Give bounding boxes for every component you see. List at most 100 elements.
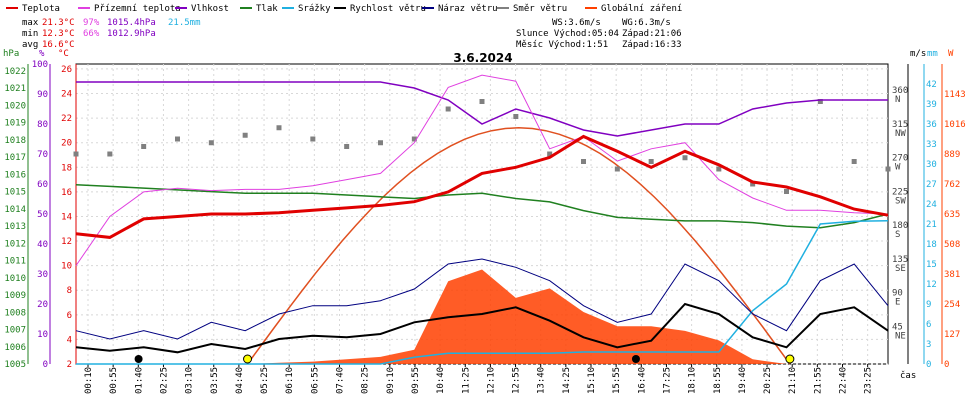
temp-tick-2: 6: [67, 311, 72, 321]
time-tick-25: 18:55: [713, 367, 723, 394]
time-tick-11: 08:25: [361, 367, 371, 394]
hpa-tick-11: 1016: [4, 170, 26, 180]
ms-axis-label: m/s: [910, 49, 926, 59]
time-tick-16: 12:10: [486, 367, 496, 394]
time-tick-23: 17:25: [662, 367, 672, 394]
dir-tick-3: 180: [892, 221, 908, 231]
stats-min-label: min: [22, 29, 38, 39]
info-moon-set: Západ:16:33: [622, 40, 682, 50]
pct-tick-5: 50: [37, 210, 48, 220]
wind-dir-point-7: [310, 136, 316, 142]
mm-tick-0: 0: [926, 360, 931, 370]
time-tick-9: 06:55: [310, 367, 320, 394]
temp-tick-6: 14: [61, 212, 72, 222]
wind-dir-point-12: [479, 99, 485, 104]
dir-tick-0: 45: [892, 322, 903, 332]
humidity-line: [76, 81, 888, 137]
wind-dir-point-24: [885, 166, 891, 172]
time-tick-4: 03:10: [185, 367, 195, 394]
mm-tick-7: 21: [926, 220, 937, 230]
stats-avg-temp: 16.6°C: [42, 40, 75, 50]
legend-label-5: Rychlost větru: [350, 4, 426, 14]
wind-dir-point-13: [513, 114, 519, 119]
dir-name-0: NE: [895, 331, 906, 341]
hpa-tick-12: 1017: [4, 153, 26, 163]
wind-dir-point-9: [378, 140, 383, 146]
wind-dir-point-22: [817, 99, 823, 104]
time-tick-17: 12:55: [512, 367, 522, 394]
stats-avg-label: avg: [22, 40, 38, 50]
stats-max-temp: 21.3°C: [42, 18, 75, 28]
wind-dir-point-16: [614, 166, 620, 172]
time-tick-5: 03:55: [210, 367, 220, 394]
wind-dir-point-20: [750, 181, 756, 187]
dir-tick-4: 225: [892, 187, 908, 197]
pct-axis-label: %: [39, 49, 45, 59]
time-tick-22: 16:40: [637, 367, 647, 394]
dir-tick-5: 270: [892, 154, 908, 164]
mm-tick-2: 6: [926, 320, 931, 330]
legend-label-4: Srážky: [298, 4, 331, 14]
legend: Teplota Přízemní teplota Vlhkost Tlak Srážky…: [6, 4, 682, 14]
mm-tick-12: 36: [926, 120, 937, 130]
time-tick-13: 09:55: [411, 367, 421, 394]
time-tick-0: 00:10: [84, 367, 94, 394]
time-tick-26: 19:40: [738, 367, 748, 394]
hpa-tick-3: 1008: [4, 308, 26, 318]
radiation-area: [76, 269, 888, 364]
time-tick-24: 18:10: [688, 367, 698, 394]
wind-dir-point-17: [648, 159, 654, 164]
w-tick-9: 1143: [944, 90, 966, 100]
left-axes: 1005100610071008100910101011101210131014…: [4, 60, 77, 370]
wind-dir-point-14: [547, 151, 553, 157]
moon-set-marker: [631, 355, 640, 363]
temperature-line: [75, 134, 889, 239]
temp-tick-4: 10: [61, 262, 72, 272]
hpa-tick-17: 1022: [4, 67, 26, 77]
wind-gust-line: [75, 258, 889, 340]
temp-tick-0: 2: [67, 360, 72, 370]
time-tick-2: 01:40: [134, 367, 144, 394]
wind-dir-point-8: [344, 144, 350, 149]
dir-tick-6: 315: [892, 120, 908, 130]
radiation-max-curve: [246, 127, 791, 365]
pct-tick-9: 90: [37, 90, 48, 100]
time-tick-20: 15:10: [587, 367, 597, 394]
stats-max-label: max: [22, 18, 39, 28]
mm-tick-4: 12: [926, 280, 937, 290]
wind-dir-point-11: [445, 106, 451, 112]
stats-min-hum: 66%: [83, 29, 100, 39]
w-tick-8: 1016: [944, 120, 966, 130]
mm-axis-label: mm: [927, 49, 938, 59]
hpa-tick-15: 1020: [4, 101, 26, 111]
wind-dir-point-6: [276, 125, 282, 131]
pct-tick-3: 30: [37, 270, 48, 280]
hpa-tick-8: 1013: [4, 222, 26, 232]
hpa-tick-4: 1009: [4, 291, 26, 301]
mm-tick-11: 33: [926, 140, 937, 150]
w-tick-0: 0: [944, 360, 949, 370]
time-tick-28: 21:10: [788, 367, 798, 394]
legend-label-3: Tlak: [256, 4, 278, 14]
time-tick-6: 04:40: [235, 367, 245, 394]
info-block: WS:3.6m/s WG:6.3m/s Slunce Východ:05:04 …: [516, 18, 682, 50]
mm-tick-3: 9: [926, 300, 931, 310]
dir-name-7: N: [895, 95, 900, 105]
hpa-axis-label: hPa: [3, 49, 19, 59]
wind-dir-point-19: [716, 166, 722, 172]
legend-label-6: Náraz větru: [438, 4, 498, 14]
sun-rise-marker: [243, 354, 253, 364]
time-tick-8: 06:10: [285, 367, 295, 394]
w-axis-label: W: [948, 49, 954, 59]
plot-area: [73, 74, 891, 365]
pct-tick-7: 70: [37, 150, 48, 160]
hpa-tick-1: 1006: [4, 343, 26, 353]
stats-max-hum: 97%: [83, 18, 100, 28]
time-tick-30: 22:40: [839, 367, 849, 394]
degc-axis-label: °C: [58, 49, 69, 59]
w-tick-7: 889: [944, 150, 960, 160]
dir-name-4: SW: [895, 196, 906, 206]
time-tick-19: 14:25: [562, 367, 572, 394]
dir-name-6: NW: [895, 129, 906, 139]
